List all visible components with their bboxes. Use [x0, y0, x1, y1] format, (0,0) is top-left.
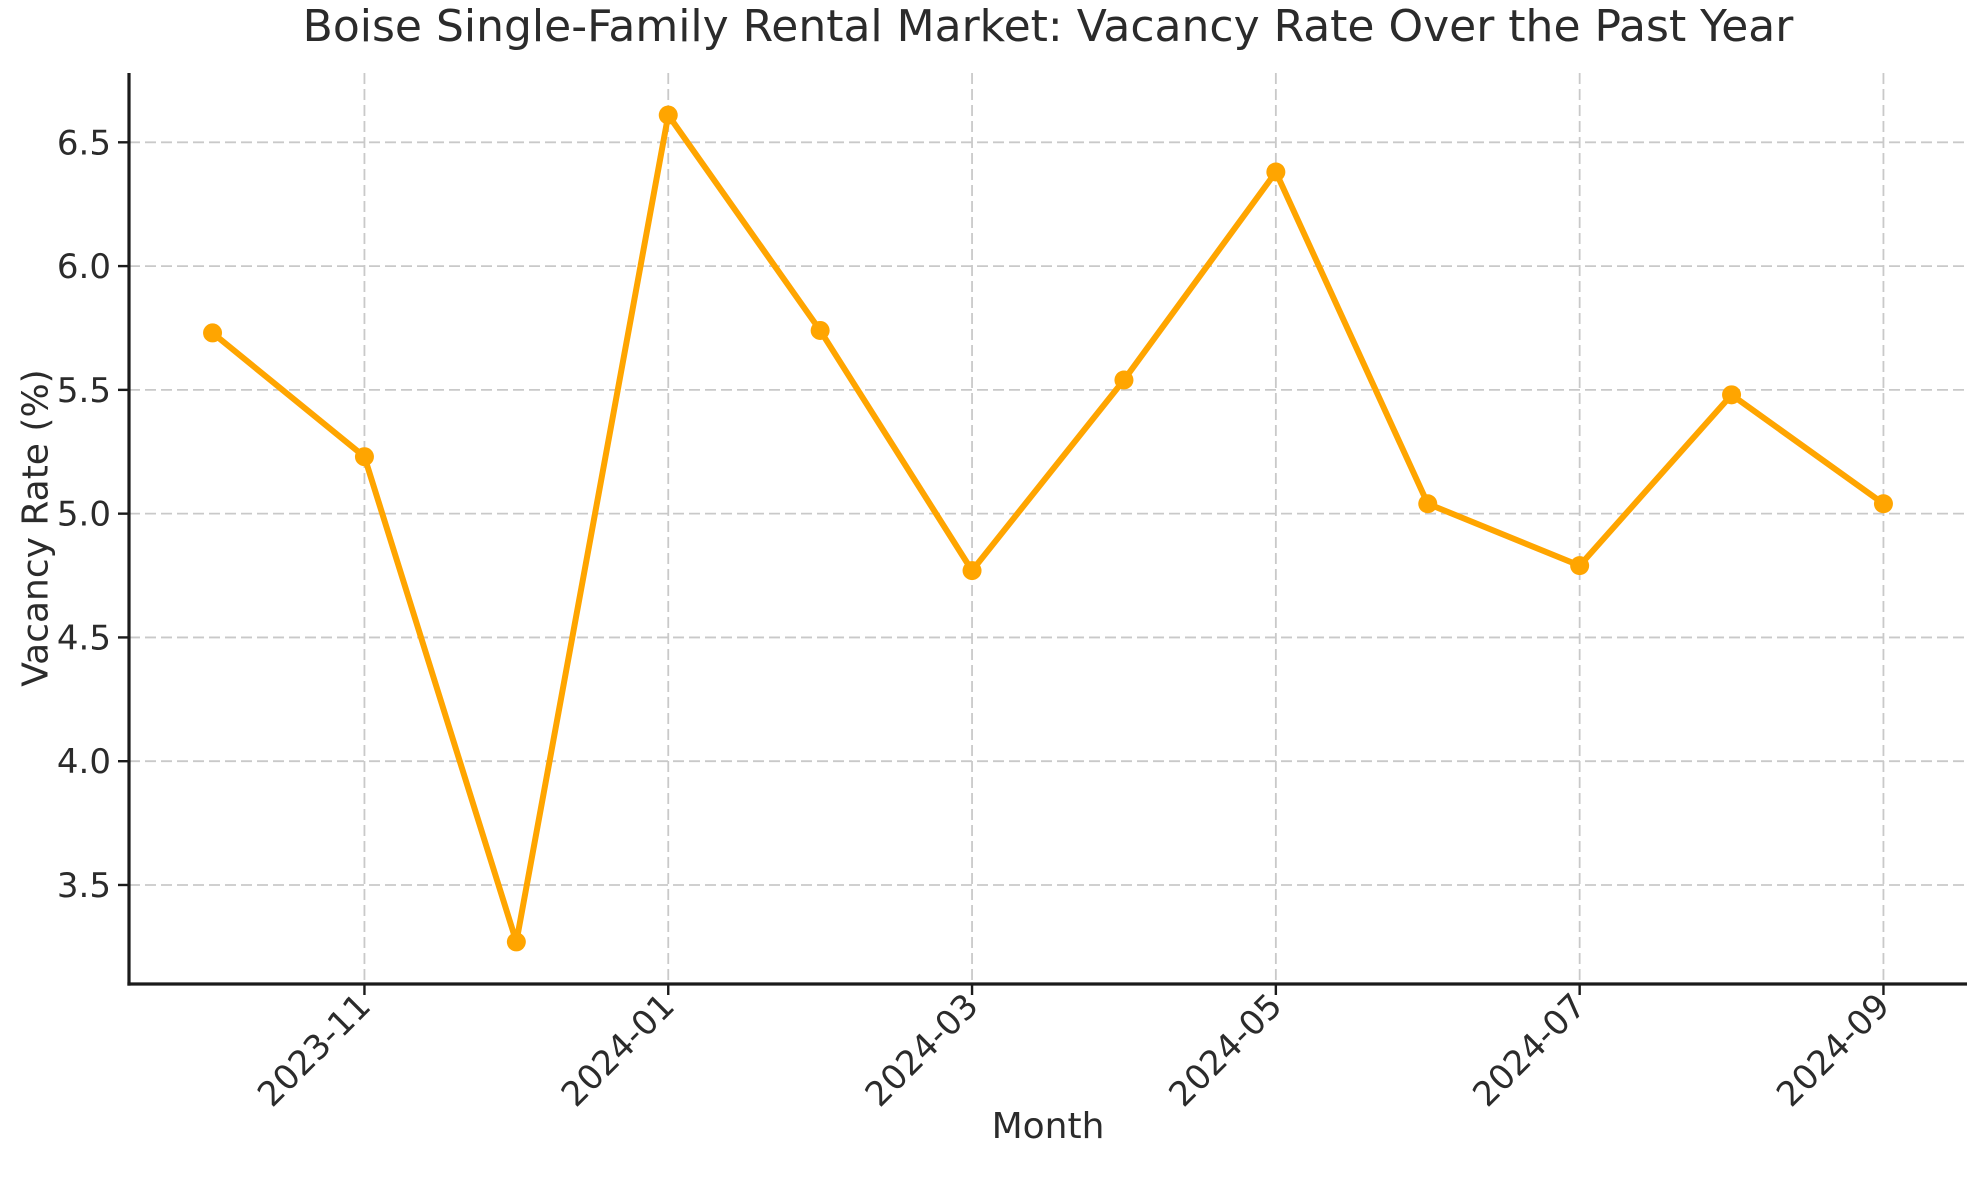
chart-title: Boise Single-Family Rental Market: Vacan… [302, 1, 1794, 52]
y-tick-label: 5.5 [57, 371, 111, 411]
x-tick-label: 2024-09 [1769, 986, 1898, 1115]
y-tick-label: 4.0 [57, 742, 111, 782]
x-tick-label: 2024-05 [1161, 986, 1290, 1115]
data-point-marker [1418, 494, 1438, 514]
data-point-marker [962, 561, 982, 581]
x-axis-title: Month [991, 1106, 1105, 1147]
data-point-marker [1570, 556, 1590, 576]
data-point-marker [810, 320, 830, 340]
y-tick-label: 4.5 [57, 618, 111, 658]
x-tick-label: 2024-03 [858, 986, 987, 1115]
x-tick-label: 2024-07 [1465, 986, 1594, 1115]
data-point-marker [506, 932, 526, 952]
data-point-marker [354, 447, 374, 467]
data-point-marker [1722, 385, 1742, 405]
y-tick-label: 5.0 [57, 495, 111, 535]
data-point-marker [658, 105, 678, 125]
x-tick-label: 2024-01 [554, 986, 683, 1115]
data-point-marker [1114, 370, 1134, 390]
data-point-marker [1873, 494, 1893, 514]
y-tick-label: 6.5 [57, 123, 111, 163]
y-tick-label: 3.5 [57, 866, 111, 906]
series-line [209, 112, 1887, 945]
data-point-marker [1266, 162, 1286, 182]
x-tick-label: 2023-11 [250, 986, 379, 1115]
data-point-marker [203, 323, 223, 343]
y-tick-label: 6.0 [57, 247, 111, 287]
